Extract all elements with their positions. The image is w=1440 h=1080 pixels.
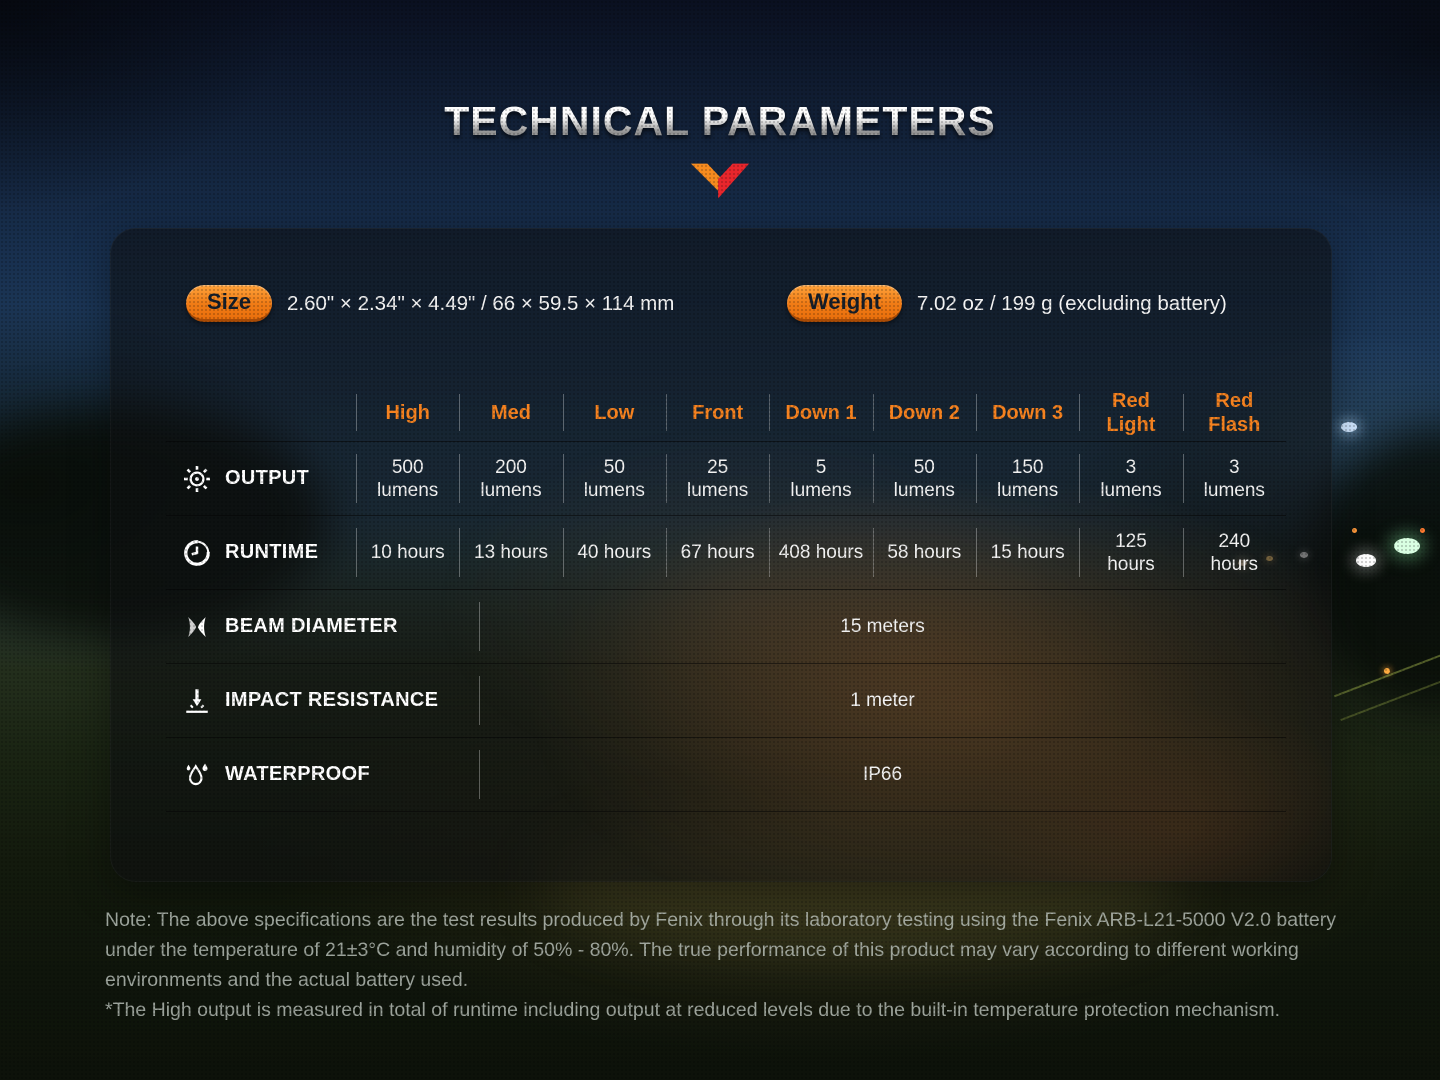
column-header-down3: Down 3 (975, 384, 1079, 441)
output-down2: 50 lumens (872, 442, 976, 515)
output-front: 25 lumens (665, 442, 769, 515)
output-high: 500 lumens (356, 442, 459, 515)
output-med: 200 lumens (459, 442, 562, 515)
row-label-output: OUTPUT (166, 442, 356, 515)
chevron-down-icon (689, 162, 751, 209)
row-label-text: WATERPROOF (225, 763, 370, 785)
note-footnote: *The High output is measured in total of… (105, 999, 1280, 1021)
runtime-down3: 15 hours (975, 516, 1079, 589)
distant-light (1384, 668, 1390, 674)
row-label-waterproof: WATERPROOF (166, 738, 479, 811)
column-header-down2: Down 2 (872, 384, 976, 441)
footnotes: Note: The above specifications are the t… (105, 905, 1375, 1025)
beam-icon (182, 612, 212, 642)
output-row: OUTPUT 500 lumens 200 lumens 50 lumens 25 lu… (166, 441, 1286, 515)
weight-spec: Weight 7.02 oz / 199 g (excluding batter… (787, 285, 1227, 322)
runtime-row: RUNTIME 10 hours 13 hours 40 hours 67 ho… (166, 515, 1286, 589)
column-header-down1: Down 1 (769, 384, 872, 441)
impact-icon (182, 686, 212, 716)
beam-diameter-row: BEAM DIAMETER 15 meters (166, 589, 1286, 663)
size-value: 2.60" × 2.34" × 4.49" / 66 × 59.5 × 114 … (287, 291, 675, 315)
row-label-text: RUNTIME (225, 541, 319, 563)
runtime-high: 10 hours (356, 516, 459, 589)
distant-light (1341, 422, 1357, 432)
runtime-low: 40 hours (562, 516, 666, 589)
output-red-flash: 3 lumens (1182, 442, 1286, 515)
waterproof-icon (182, 760, 212, 790)
column-header-low: Low (562, 384, 666, 441)
column-header-front: Front (665, 384, 769, 441)
row-label-runtime: RUNTIME (166, 516, 356, 589)
road-line (1333, 648, 1440, 698)
runtime-down2: 58 hours (872, 516, 976, 589)
runtime-red-light: 125 hours (1079, 516, 1182, 589)
impact-resistance-value: 1 meter (479, 664, 1286, 737)
weight-value: 7.02 oz / 199 g (excluding battery) (916, 291, 1227, 315)
size-spec: Size 2.60" × 2.34" × 4.49" / 66 × 59.5 ×… (186, 285, 674, 322)
row-label-beam-diameter: BEAM DIAMETER (166, 590, 479, 663)
distant-light (1420, 528, 1425, 533)
header-spacer (166, 384, 356, 441)
runtime-med: 13 hours (459, 516, 562, 589)
row-label-impact-resistance: IMPACT RESISTANCE (166, 664, 479, 737)
column-header-high: High (356, 384, 459, 441)
clock-icon (182, 538, 212, 568)
output-red-light: 3 lumens (1079, 442, 1182, 515)
road-line (1340, 668, 1440, 722)
distant-light (1356, 554, 1376, 567)
row-label-text: IMPACT RESISTANCE (225, 689, 439, 711)
weight-badge: Weight (787, 285, 902, 322)
output-low: 50 lumens (562, 442, 666, 515)
column-header-red-flash: Red Flash (1182, 384, 1286, 441)
output-down1: 5 lumens (769, 442, 872, 515)
page-title-text: TECHNICAL PARAMETERS (444, 98, 996, 144)
brightness-icon (182, 464, 212, 494)
distant-light (1352, 528, 1357, 533)
runtime-red-flash: 240 hours (1182, 516, 1286, 589)
runtime-front: 67 hours (665, 516, 769, 589)
spec-panel: Size 2.60" × 2.34" × 4.49" / 66 × 59.5 ×… (110, 228, 1332, 882)
size-badge: Size (186, 285, 273, 322)
impact-resistance-row: IMPACT RESISTANCE 1 meter (166, 663, 1286, 737)
table-header-row: High Med Low Front Down 1 Down 2 Down 3 … (166, 384, 1286, 441)
column-header-red-light: Red Light (1079, 384, 1182, 441)
distant-light (1394, 538, 1420, 554)
page-title: TECHNICAL PARAMETERS (0, 98, 1440, 145)
row-label-text: OUTPUT (225, 467, 310, 489)
beam-diameter-value: 15 meters (479, 590, 1286, 663)
runtime-down1: 408 hours (769, 516, 872, 589)
output-down3: 150 lumens (975, 442, 1079, 515)
note-paragraph: Note: The above specifications are the t… (105, 909, 1337, 991)
parameters-table: High Med Low Front Down 1 Down 2 Down 3 … (166, 384, 1286, 812)
waterproof-row: WATERPROOF IP66 (166, 737, 1286, 812)
row-label-text: BEAM DIAMETER (225, 615, 398, 637)
column-header-med: Med (459, 384, 562, 441)
waterproof-value: IP66 (479, 738, 1286, 811)
